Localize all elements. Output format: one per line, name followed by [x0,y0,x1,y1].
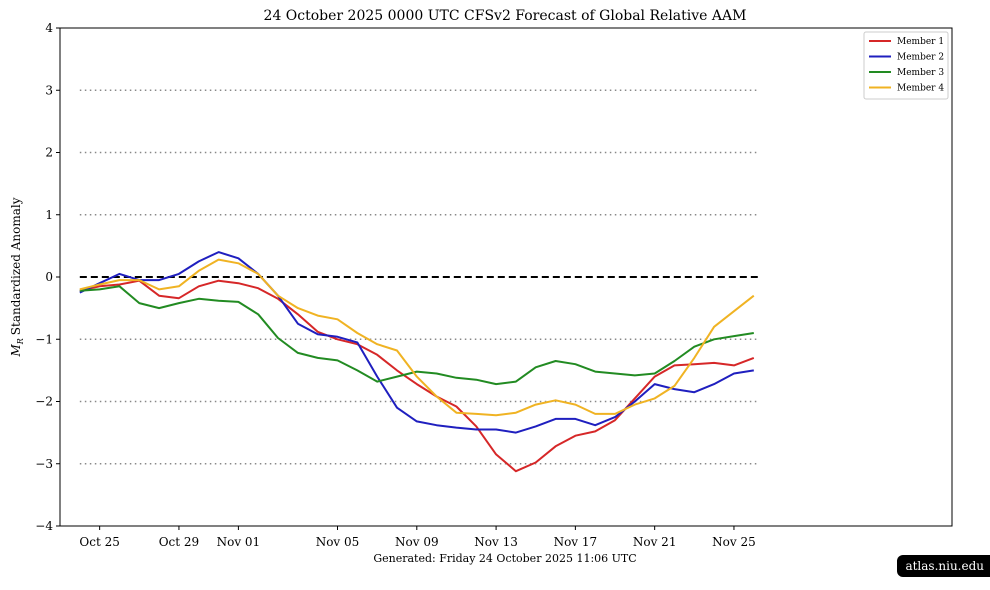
series-line [79,258,755,417]
x-tick-label: Nov 13 [474,535,518,549]
y-axis-label-subscript: R [16,338,25,345]
x-tick-label: Nov 17 [554,535,598,549]
x-axis-ticks: Oct 25 Oct 29 Nov 01 Nov 05 Nov 09 Nov 13 Nov … [79,526,756,549]
x-tick-label: Nov 09 [395,535,439,549]
legend-box [863,31,949,100]
x-tick-label: Oct 29 [159,535,199,549]
generated-footer: Generated: Friday 24 October 2025 11:06 … [373,552,636,565]
legend: Member 1 Member 2 Member 3 Member 4 [863,31,949,100]
source-badge: atlas.niu.edu [897,555,990,577]
x-tick-label: Nov 05 [316,535,360,549]
series-lines [79,251,755,473]
legend-label: Member 4 [897,84,944,94]
y-tick-label: −4 [35,519,53,533]
series-line [79,285,754,386]
y-axis-label-symbol: M [9,344,23,358]
y-tick-label: 0 [45,270,53,284]
series-line [79,251,754,434]
x-tick-label: Oct 25 [79,535,119,549]
grid-lines [79,89,758,465]
legend-label: Member 3 [897,68,944,78]
y-tick-label: 3 [45,83,53,97]
legend-label: Member 2 [897,53,944,63]
y-axis-label-text: Standardized Anomaly [9,197,23,335]
x-tick-label: Nov 21 [633,535,677,549]
y-tick-label: 1 [45,208,53,222]
y-tick-label: 4 [45,21,53,35]
y-tick-label: −2 [35,395,53,409]
y-tick-label: −1 [35,332,53,346]
y-tick-label: 2 [45,146,53,160]
x-tick-label: Nov 01 [217,535,261,549]
x-tick-label: Nov 25 [712,535,756,549]
y-tick-label: −3 [35,457,53,471]
chart-title: 24 October 2025 0000 UTC CFSv2 Forecast … [264,8,747,24]
y-axis-ticks: 4 3 2 1 0 −1 −2 −3 −4 [35,21,60,533]
series-line [79,279,755,473]
y-axis-label: MR Standardized Anomaly [9,197,25,357]
legend-label: Member 1 [897,37,944,47]
